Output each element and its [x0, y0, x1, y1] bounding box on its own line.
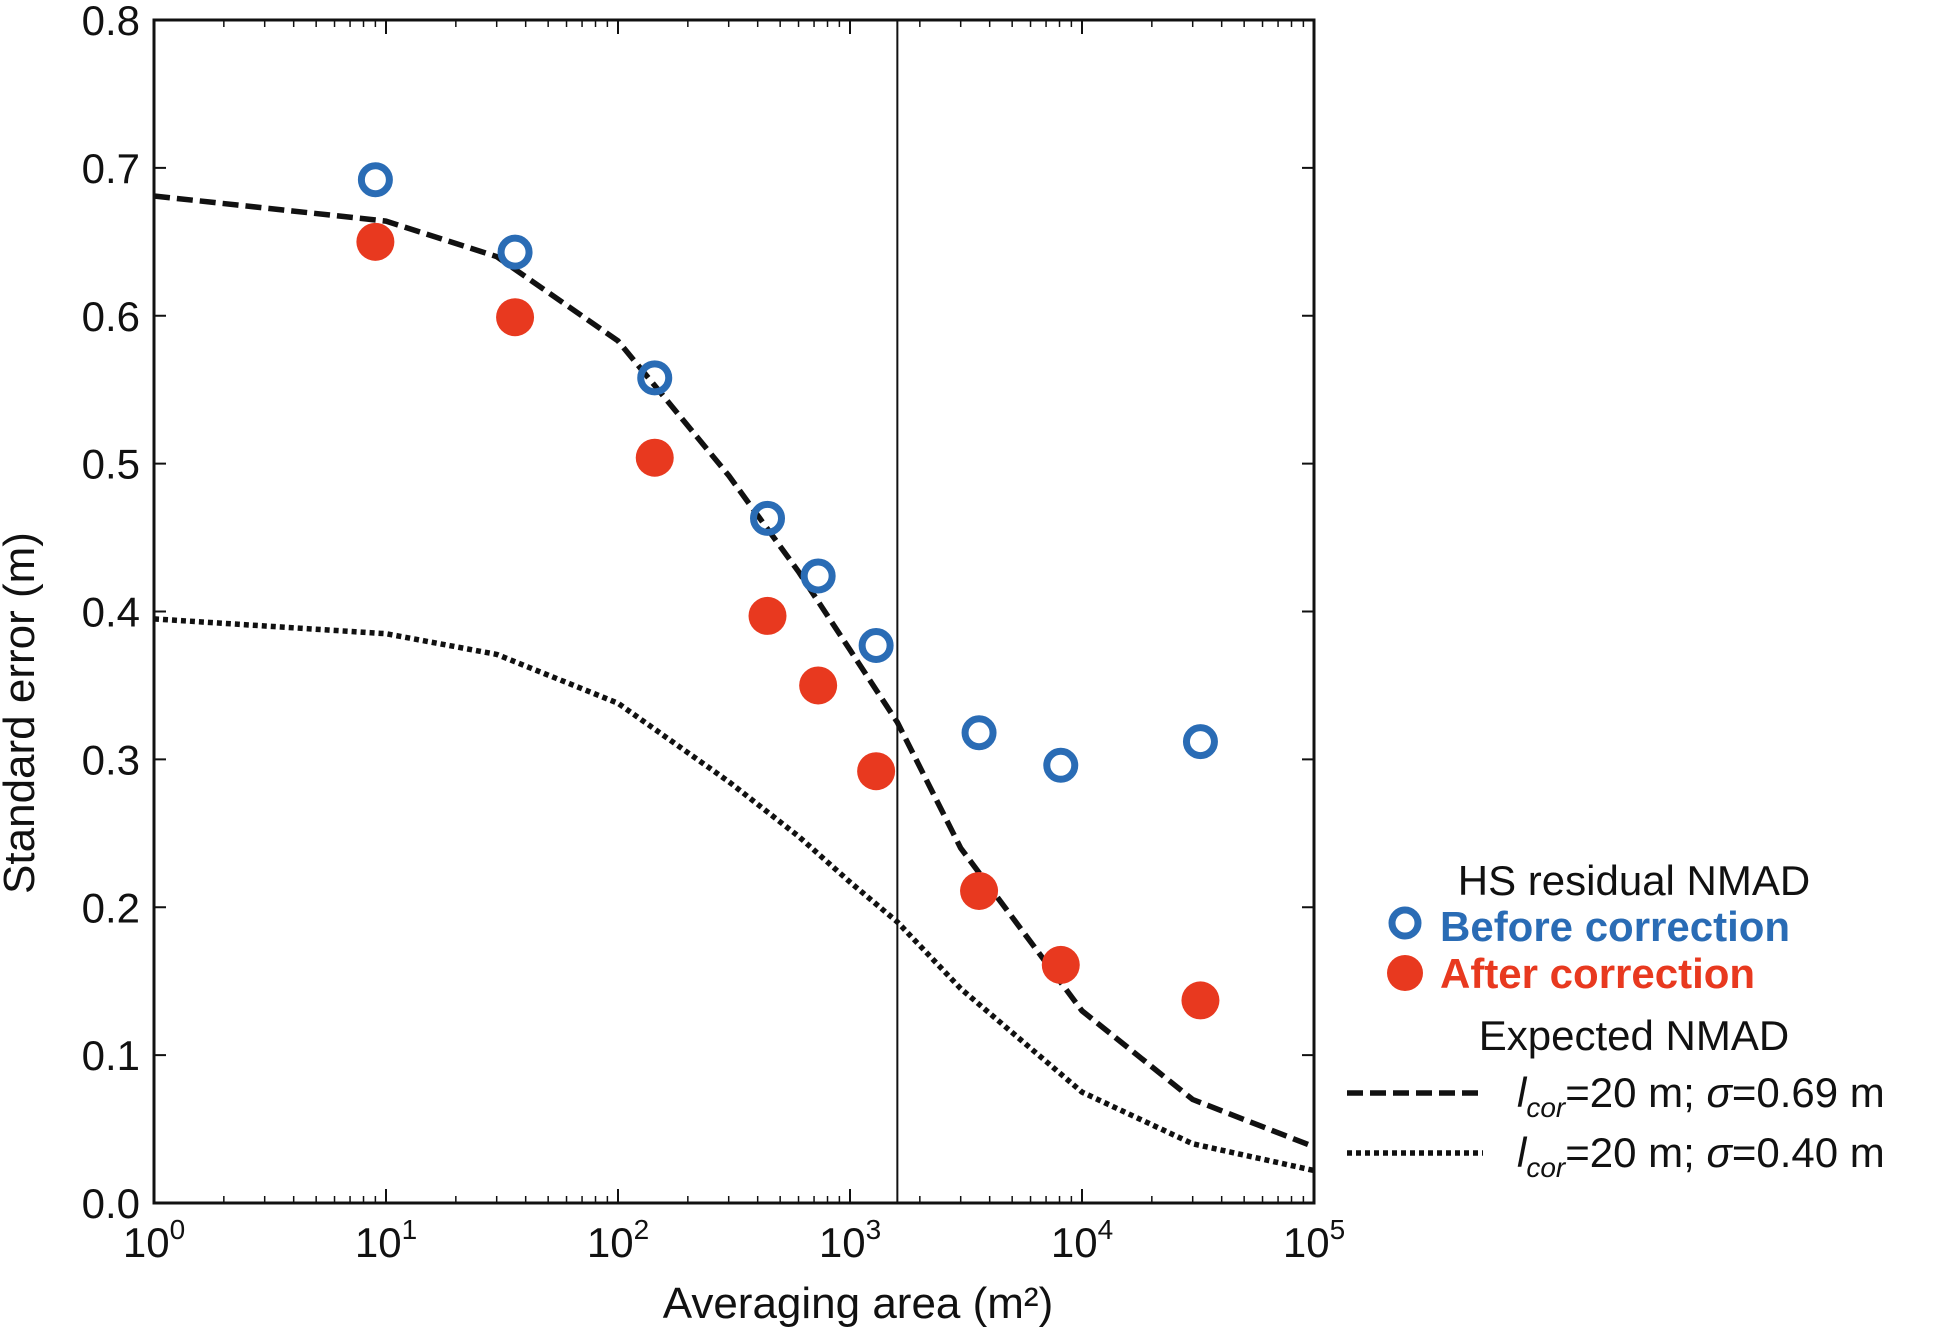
legend-after-label: After correction — [1440, 950, 1755, 997]
after-correction-point — [857, 752, 896, 791]
after-correction-point — [496, 298, 535, 337]
before-correction-point — [750, 500, 786, 536]
before-correction-point — [858, 628, 894, 664]
before-correction-point — [800, 558, 836, 594]
plot-frame — [152, 18, 1316, 1205]
y-tick-label: 0.6 — [82, 293, 140, 340]
after-correction-point — [960, 871, 999, 910]
x-tick-label: 101 — [355, 1214, 417, 1266]
legend-title-observed: HS residual NMAD — [1458, 857, 1810, 904]
x-tick-label: 103 — [819, 1214, 881, 1266]
y-tick-label: 0.0 — [82, 1180, 140, 1227]
before-correction-point — [961, 715, 997, 751]
y-tick-label: 0.2 — [82, 884, 140, 931]
before-correction-point — [1182, 724, 1218, 760]
before-correction-point — [357, 162, 393, 198]
after-correction-point — [799, 666, 838, 705]
legend-before-marker — [1388, 906, 1422, 940]
expected-curves — [153, 193, 1315, 1174]
before-correction-point — [1043, 747, 1079, 783]
before-correction-point — [497, 234, 533, 270]
data-markers — [356, 162, 1220, 1020]
after-correction-point — [356, 222, 395, 261]
legend-curve-069-label: lcor=20 m; σ=0.69 m — [1517, 1069, 1885, 1123]
after-correction-point — [635, 438, 674, 477]
y-tick-label: 0.3 — [82, 736, 140, 783]
after-correction-point — [748, 596, 787, 635]
before-correction-point — [637, 360, 673, 396]
y-tick-label: 0.7 — [82, 145, 140, 192]
expected-curve-sigma-040 — [153, 616, 1315, 1174]
x-tick-label: 104 — [1051, 1214, 1113, 1266]
x-tick-label: 100 — [123, 1214, 185, 1266]
y-tick-label: 0.8 — [82, 0, 140, 44]
legend-after-marker — [1387, 955, 1423, 991]
legend-curve-040-label: lcor=20 m; σ=0.40 m — [1517, 1129, 1885, 1183]
y-tick-label: 0.4 — [82, 589, 140, 636]
axes: 0.0 0.1 0.2 0.3 0.4 0.5 0.6 0.7 0.8 100 101 102 103 1… — [82, 0, 1346, 1266]
x-axis-label: Averaging area (m²) — [663, 1279, 1053, 1328]
after-correction-point — [1041, 945, 1080, 984]
legend-before-label: Before correction — [1440, 903, 1790, 950]
expected-curve-sigma-069 — [153, 193, 1315, 1150]
legend-title-expected: Expected NMAD — [1479, 1012, 1789, 1059]
y-tick-label: 0.1 — [82, 1032, 140, 1079]
x-tick-label: 102 — [587, 1214, 649, 1266]
x-tick-label: 105 — [1283, 1214, 1345, 1266]
y-axis-label: Standard error (m) — [0, 532, 44, 894]
after-correction-point — [1181, 981, 1220, 1020]
y-tick-label: 0.5 — [82, 441, 140, 488]
